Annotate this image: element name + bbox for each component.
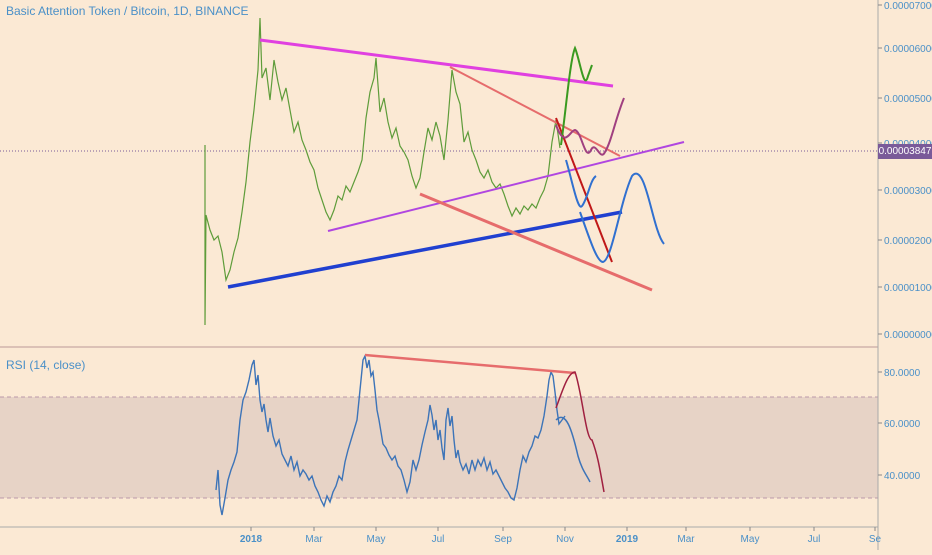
- ascending-trendline: [327, 141, 685, 232]
- rsi-overbought-oversold-band: [0, 397, 878, 498]
- price-axis-label: 0.00006000: [884, 44, 932, 55]
- rsi-projection-red: [555, 371, 605, 493]
- time-axis-label: Mar: [305, 534, 323, 545]
- time-axis-label: 2018: [240, 534, 263, 545]
- price-axis[interactable]: 0.000070000.000060000.000050000.00004000…: [878, 1, 932, 341]
- rsi-series-line: [215, 353, 566, 516]
- time-axis-label: Jul: [808, 534, 821, 545]
- upper-resistance-trendline: [259, 38, 614, 88]
- bullish-projection-curve: [560, 45, 593, 146]
- rsi-axis-label: 80.0000: [884, 368, 921, 379]
- time-axis[interactable]: 2018 Mar May Jul Sep Nov 2019 Mar May Jul Se: [240, 527, 882, 545]
- time-axis-label: Se: [869, 534, 882, 545]
- price-axis-label: 0.00007000: [884, 1, 932, 12]
- rsi-axis[interactable]: 80.0000 60.0000 40.0000: [878, 368, 921, 482]
- time-axis-label: May: [367, 534, 386, 545]
- price-axis-label: 0.00002000: [884, 236, 932, 247]
- time-axis-label: Nov: [556, 534, 574, 545]
- rsi-indicator-title[interactable]: RSI (14, close): [6, 358, 86, 372]
- rsi-divergence-trendline: [364, 353, 576, 375]
- time-axis-label: Jul: [432, 534, 445, 545]
- rsi-axis-label: 40.0000: [884, 471, 921, 482]
- price-series-line: [204, 17, 561, 326]
- time-axis-label: Sep: [494, 534, 512, 545]
- chart-title: Basic Attention Token / Bitcoin, 1D, BIN…: [6, 4, 249, 18]
- price-axis-label: 0.00000000: [884, 330, 932, 341]
- sideways-projection-curve: [555, 97, 625, 156]
- bearish-projection-line: [555, 117, 613, 263]
- price-axis-label: 0.00001000: [884, 283, 932, 294]
- time-axis-label: Mar: [677, 534, 695, 545]
- price-axis-label: 0.00005000: [884, 94, 932, 105]
- time-axis-label: May: [741, 534, 760, 545]
- price-axis-label: 0.00003000: [884, 186, 932, 197]
- blue-projection-curve-short: [565, 159, 597, 208]
- rsi-pane[interactable]: [0, 353, 878, 516]
- rsi-axis-label: 60.0000: [884, 419, 921, 430]
- current-price-badge: 0.00003847: [878, 144, 932, 159]
- descending-trendline: [449, 66, 621, 157]
- rsi-projection-blue: [555, 416, 591, 483]
- lower-channel-trendline: [419, 192, 653, 292]
- price-pane[interactable]: [0, 17, 878, 326]
- blue-projection-curve-long: [579, 172, 665, 264]
- support-trendline: [227, 210, 623, 289]
- time-axis-label: 2019: [616, 534, 639, 545]
